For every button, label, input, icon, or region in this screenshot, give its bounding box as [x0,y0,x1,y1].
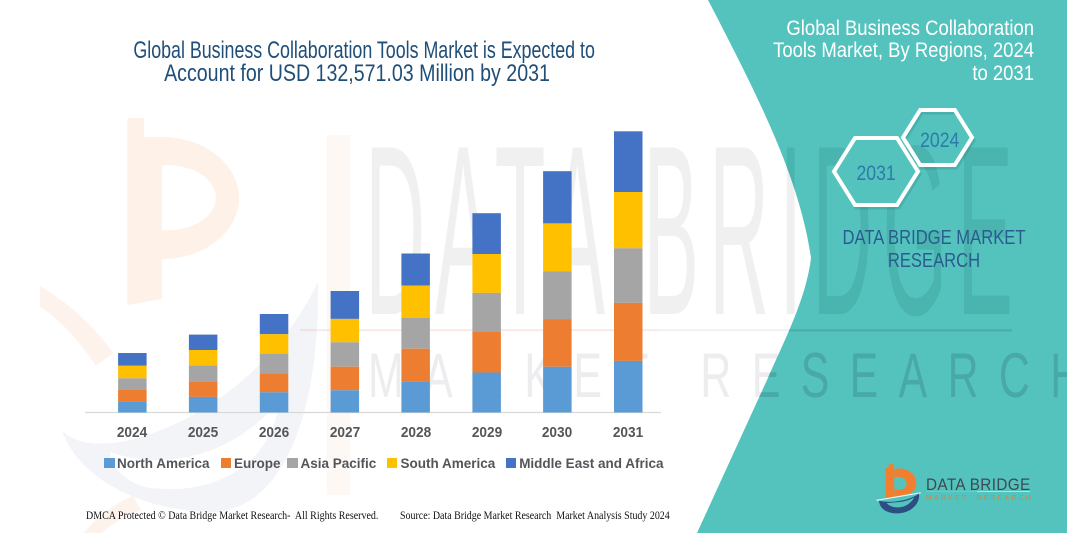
svg-text:2031: 2031 [856,161,895,185]
svg-text:2024: 2024 [920,128,959,152]
